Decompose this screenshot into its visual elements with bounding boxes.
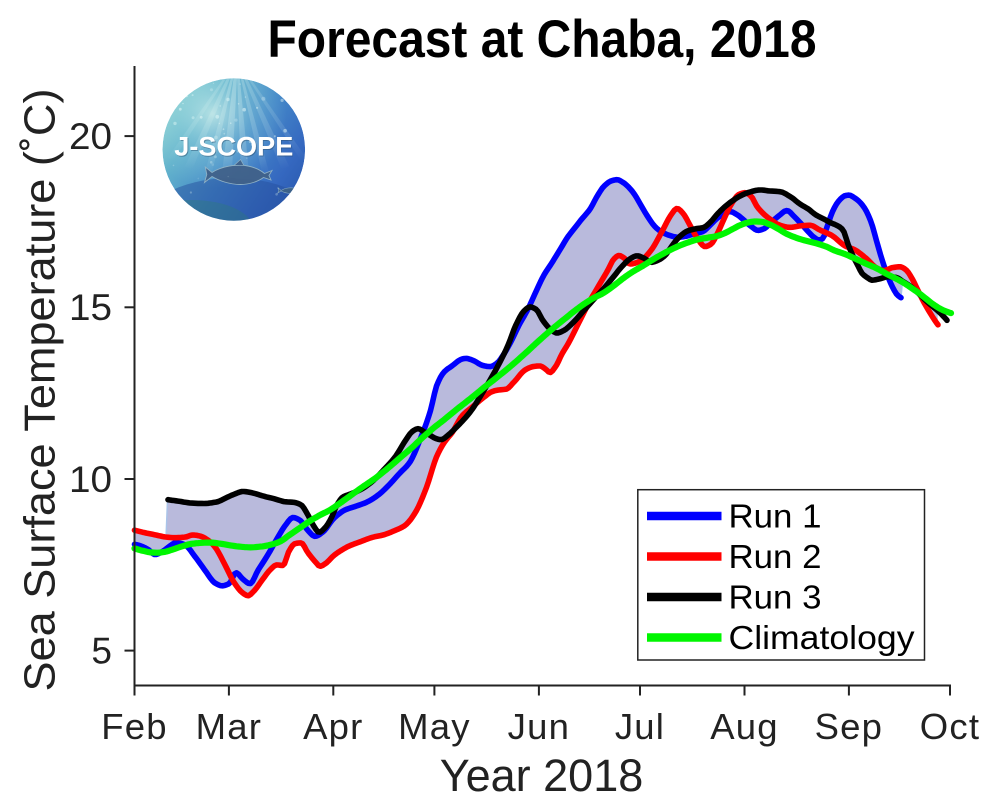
svg-text:20: 20 [69,116,112,157]
svg-text:J-SCOPE: J-SCOPE [174,132,293,162]
svg-text:Aug: Aug [710,706,779,747]
svg-text:Run 2: Run 2 [729,538,822,575]
svg-text:Run 3: Run 3 [729,579,822,616]
svg-text:Feb: Feb [101,706,168,747]
svg-text:Sep: Sep [815,706,884,747]
svg-text:Sea Surface Temperature (˚C): Sea Surface Temperature (˚C) [16,89,65,692]
svg-text:Year 2018: Year 2018 [440,750,644,801]
svg-text:Oct: Oct [920,706,980,747]
svg-text:Forecast at Chaba, 2018: Forecast at Chaba, 2018 [268,10,817,69]
svg-text:Mar: Mar [196,706,262,747]
svg-text:5: 5 [91,631,112,672]
svg-text:10: 10 [69,459,112,500]
svg-text:Jul: Jul [615,706,665,747]
svg-text:May: May [398,706,471,747]
svg-text:Jun: Jun [508,706,570,747]
svg-text:J-SCOPE: J-SCOPE [175,132,294,162]
svg-text:15: 15 [69,287,112,328]
svg-text:Apr: Apr [303,706,363,747]
svg-text:Climatology: Climatology [729,619,916,656]
svg-text:Run 1: Run 1 [729,498,822,535]
